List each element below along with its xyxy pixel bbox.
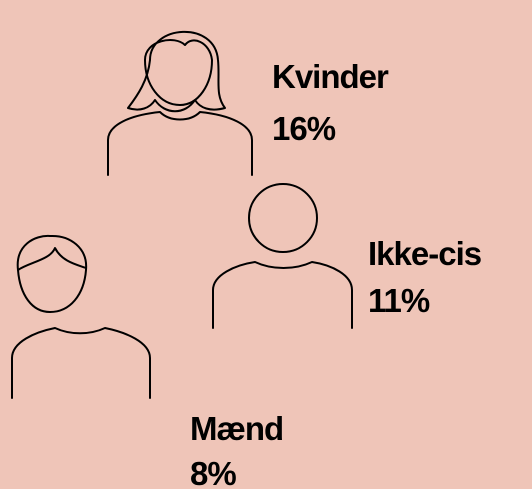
group-value: 11% xyxy=(368,282,430,319)
person-icon xyxy=(212,183,353,329)
group-value: 8% xyxy=(190,455,236,489)
man-icon xyxy=(11,234,151,399)
group-label: Mænd xyxy=(190,410,283,447)
group-value: 16% xyxy=(272,110,336,147)
woman-icon xyxy=(107,30,253,176)
group-label: Ikke-cis xyxy=(368,235,481,272)
group-label: Kvinder xyxy=(272,58,389,95)
